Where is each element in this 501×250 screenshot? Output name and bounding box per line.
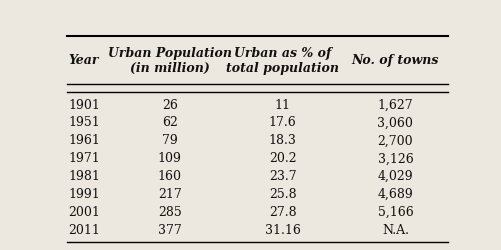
Text: 17.6: 17.6 xyxy=(268,116,296,130)
Text: 11: 11 xyxy=(274,98,290,112)
Text: 285: 285 xyxy=(157,206,181,219)
Text: 27.8: 27.8 xyxy=(268,206,296,219)
Text: 377: 377 xyxy=(157,224,181,237)
Text: Year: Year xyxy=(69,54,99,67)
Text: 160: 160 xyxy=(157,170,181,183)
Text: 5,166: 5,166 xyxy=(377,206,412,219)
Text: 1951: 1951 xyxy=(69,116,100,130)
Text: 3,126: 3,126 xyxy=(377,152,412,165)
Text: 1901: 1901 xyxy=(69,98,100,112)
Text: 62: 62 xyxy=(161,116,177,130)
Text: 2011: 2011 xyxy=(69,224,100,237)
Text: 2001: 2001 xyxy=(69,206,100,219)
Text: 79: 79 xyxy=(161,134,177,147)
Text: 18.3: 18.3 xyxy=(268,134,296,147)
Text: 25.8: 25.8 xyxy=(268,188,296,201)
Text: 1,627: 1,627 xyxy=(377,98,412,112)
Text: 23.7: 23.7 xyxy=(268,170,296,183)
Text: 2,700: 2,700 xyxy=(377,134,412,147)
Text: 4,029: 4,029 xyxy=(377,170,412,183)
Text: 217: 217 xyxy=(157,188,181,201)
Text: 1981: 1981 xyxy=(69,170,100,183)
Text: 31.16: 31.16 xyxy=(264,224,300,237)
Text: 109: 109 xyxy=(157,152,181,165)
Text: Urban as % of
total population: Urban as % of total population xyxy=(225,47,338,75)
Text: 1971: 1971 xyxy=(69,152,100,165)
Text: 26: 26 xyxy=(161,98,177,112)
Text: 1961: 1961 xyxy=(69,134,100,147)
Text: 4,689: 4,689 xyxy=(377,188,412,201)
Text: N.A.: N.A. xyxy=(381,224,408,237)
Text: 3,060: 3,060 xyxy=(377,116,412,130)
Text: 20.2: 20.2 xyxy=(268,152,296,165)
Text: 1991: 1991 xyxy=(69,188,100,201)
Text: Urban Population
(in million): Urban Population (in million) xyxy=(108,47,231,75)
Text: No. of towns: No. of towns xyxy=(351,54,438,67)
